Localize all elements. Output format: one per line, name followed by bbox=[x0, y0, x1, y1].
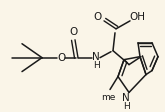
Text: OH: OH bbox=[129, 12, 145, 22]
Text: O: O bbox=[57, 53, 65, 63]
Text: H: H bbox=[93, 61, 99, 70]
Text: N: N bbox=[92, 52, 100, 62]
Text: O: O bbox=[94, 12, 102, 22]
Text: N: N bbox=[122, 93, 130, 103]
Text: H: H bbox=[123, 102, 129, 111]
Text: O: O bbox=[70, 27, 78, 37]
Text: me: me bbox=[101, 93, 115, 102]
